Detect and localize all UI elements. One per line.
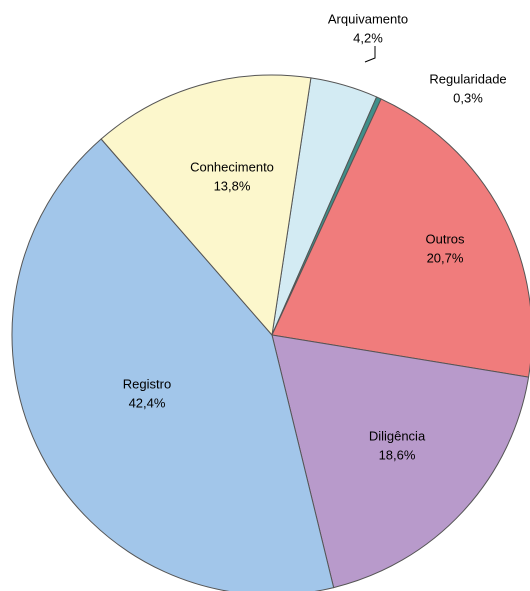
slice-label: Diligência: [369, 428, 426, 443]
slice-value-label: 42,4%: [129, 395, 166, 410]
pie-slice: [11, 138, 335, 591]
slice-value-label: 20,7%: [427, 250, 464, 265]
slice-value-label: 18,6%: [379, 447, 416, 462]
pie-slice: [100, 74, 312, 337]
slice-label: Registro: [123, 376, 171, 391]
slice-value-label: 13,8%: [214, 178, 251, 193]
leader-line: [364, 46, 376, 63]
slice-label: Conhecimento: [190, 159, 274, 174]
slice-value-label: 0,3%: [453, 90, 483, 105]
slice-value-label: 4,2%: [353, 30, 383, 45]
pie-slice: [271, 334, 530, 589]
slice-label: Regularidade: [429, 71, 506, 86]
slice-label: Outros: [425, 231, 465, 246]
slice-label: Arquivamento: [328, 11, 408, 26]
pie-slice: [271, 98, 530, 378]
